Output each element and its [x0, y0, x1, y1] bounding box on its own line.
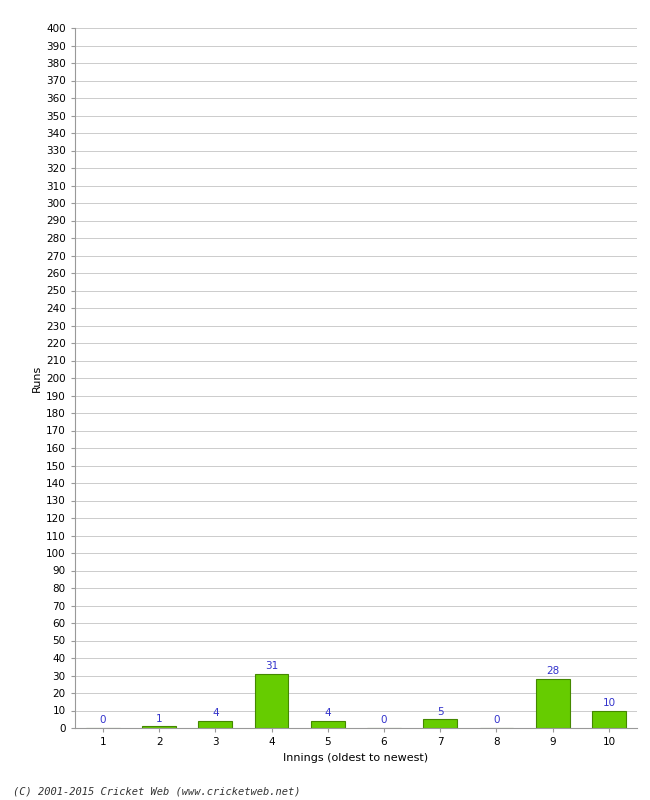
Y-axis label: Runs: Runs — [32, 364, 42, 392]
Text: 10: 10 — [603, 698, 616, 708]
Text: 4: 4 — [324, 708, 331, 718]
Bar — [198, 721, 232, 728]
Text: 4: 4 — [212, 708, 218, 718]
Text: 28: 28 — [546, 666, 559, 676]
Text: (C) 2001-2015 Cricket Web (www.cricketweb.net): (C) 2001-2015 Cricket Web (www.cricketwe… — [13, 786, 300, 796]
Bar — [423, 719, 457, 728]
Text: 5: 5 — [437, 706, 443, 717]
X-axis label: Innings (oldest to newest): Innings (oldest to newest) — [283, 753, 428, 762]
Bar — [592, 710, 626, 728]
Text: 0: 0 — [99, 715, 106, 726]
Bar — [142, 726, 176, 728]
Text: 0: 0 — [493, 715, 500, 726]
Text: 1: 1 — [156, 714, 162, 724]
Text: 0: 0 — [381, 715, 387, 726]
Bar — [311, 721, 344, 728]
Text: 31: 31 — [265, 661, 278, 671]
Bar — [255, 674, 289, 728]
Bar — [536, 679, 569, 728]
